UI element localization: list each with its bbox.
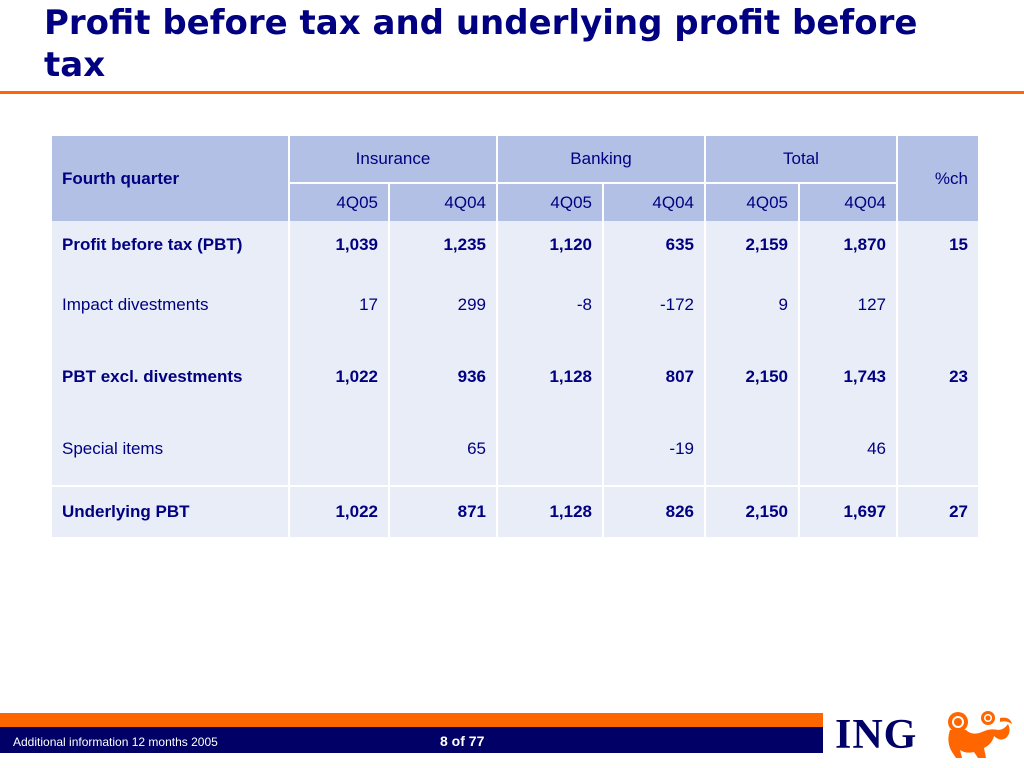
cell-value: 1,128 <box>498 341 602 413</box>
table-row: Underlying PBT 1,022 871 1,128 826 2,150… <box>52 485 978 537</box>
period-header: 4Q04 <box>604 182 704 221</box>
cell-value: 1,022 <box>290 341 388 413</box>
period-header: 4Q05 <box>706 182 798 221</box>
period-header: 4Q04 <box>390 182 496 221</box>
cell-value: 1,870 <box>800 221 896 269</box>
lion-logo-icon <box>948 711 1012 758</box>
table-row: Impact divestments 17 299 -8 -172 9 127 <box>52 269 978 341</box>
cell-value: 299 <box>390 269 496 341</box>
row-header-label: Fourth quarter <box>52 136 288 221</box>
cell-value: 1,039 <box>290 221 388 269</box>
period-header: 4Q05 <box>290 182 388 221</box>
group-header-banking: Banking <box>498 136 704 182</box>
cell-pct: 23 <box>898 341 978 413</box>
period-header: 4Q05 <box>498 182 602 221</box>
cell-value <box>706 413 798 485</box>
cell-pct <box>898 413 978 485</box>
row-label: PBT excl. divestments <box>52 341 288 413</box>
row-label: Profit before tax (PBT) <box>52 221 288 269</box>
cell-value: 826 <box>604 485 704 537</box>
cell-value: 635 <box>604 221 704 269</box>
cell-value: -19 <box>604 413 704 485</box>
cell-value: 936 <box>390 341 496 413</box>
cell-value: 65 <box>390 413 496 485</box>
ing-logo-text: ING <box>835 712 918 758</box>
cell-pct <box>898 269 978 341</box>
cell-value: 17 <box>290 269 388 341</box>
cell-value: 807 <box>604 341 704 413</box>
cell-value: -172 <box>604 269 704 341</box>
cell-value: 127 <box>800 269 896 341</box>
footer-caption: Additional information 12 months 2005 <box>13 735 218 749</box>
cell-value: 2,159 <box>706 221 798 269</box>
cell-value: 1,743 <box>800 341 896 413</box>
cell-value: 46 <box>800 413 896 485</box>
cell-value: 2,150 <box>706 485 798 537</box>
row-label: Special items <box>52 413 288 485</box>
pct-change-header: %ch <box>898 136 978 221</box>
cell-value: 1,120 <box>498 221 602 269</box>
footer-accent-bar <box>0 713 823 727</box>
page-indicator: 8 of 77 <box>440 733 485 749</box>
pbt-table: Fourth quarter Insurance Banking Total %… <box>50 136 980 537</box>
cell-value: 9 <box>706 269 798 341</box>
cell-value <box>290 413 388 485</box>
table-row: Profit before tax (PBT) 1,039 1,235 1,12… <box>52 221 978 269</box>
cell-value: 1,697 <box>800 485 896 537</box>
title-underline <box>0 91 1024 94</box>
cell-value: 871 <box>390 485 496 537</box>
cell-pct: 27 <box>898 485 978 537</box>
cell-value <box>498 413 602 485</box>
footer-bar <box>0 727 823 753</box>
cell-value: 2,150 <box>706 341 798 413</box>
cell-value: 1,022 <box>290 485 388 537</box>
group-header-total: Total <box>706 136 896 182</box>
slide-title: Profit before tax and underlying profit … <box>44 3 918 85</box>
cell-value: 1,235 <box>390 221 496 269</box>
row-label: Impact divestments <box>52 269 288 341</box>
cell-value: 1,128 <box>498 485 602 537</box>
cell-value: -8 <box>498 269 602 341</box>
period-header: 4Q04 <box>800 182 896 221</box>
table-row: Special items 65 -19 46 <box>52 413 978 485</box>
table-row: PBT excl. divestments 1,022 936 1,128 80… <box>52 341 978 413</box>
group-header-insurance: Insurance <box>290 136 496 182</box>
cell-pct: 15 <box>898 221 978 269</box>
row-label: Underlying PBT <box>52 485 288 537</box>
